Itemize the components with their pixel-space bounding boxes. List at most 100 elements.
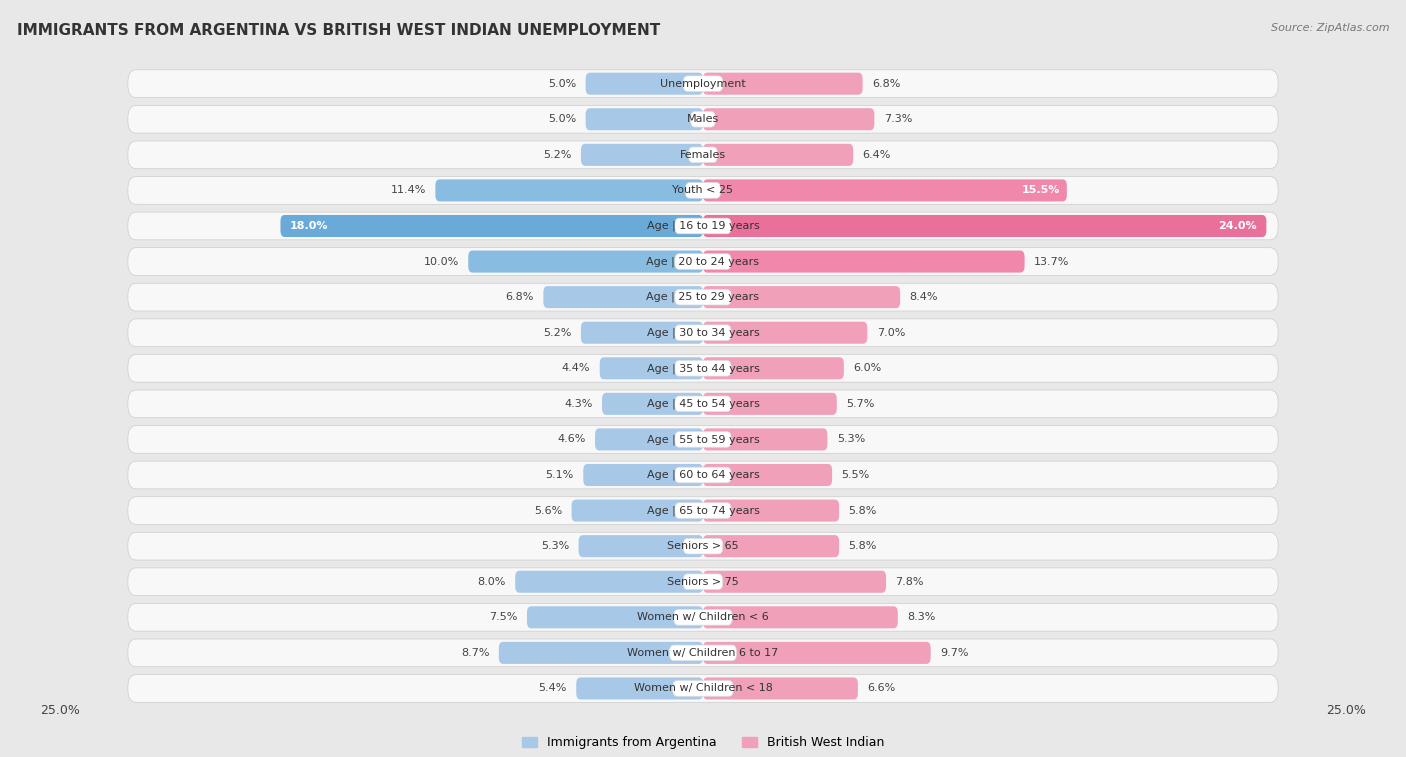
- Text: 8.3%: 8.3%: [907, 612, 935, 622]
- Text: 5.3%: 5.3%: [837, 435, 865, 444]
- FancyBboxPatch shape: [703, 357, 844, 379]
- Text: IMMIGRANTS FROM ARGENTINA VS BRITISH WEST INDIAN UNEMPLOYMENT: IMMIGRANTS FROM ARGENTINA VS BRITISH WES…: [17, 23, 661, 38]
- Text: 25.0%: 25.0%: [1326, 704, 1367, 717]
- Text: Age | 35 to 44 years: Age | 35 to 44 years: [647, 363, 759, 373]
- FancyBboxPatch shape: [675, 325, 731, 341]
- Text: Age | 65 to 74 years: Age | 65 to 74 years: [647, 506, 759, 516]
- Text: 7.0%: 7.0%: [877, 328, 905, 338]
- Text: 7.8%: 7.8%: [896, 577, 924, 587]
- FancyBboxPatch shape: [128, 674, 1278, 702]
- FancyBboxPatch shape: [128, 603, 1278, 631]
- FancyBboxPatch shape: [703, 428, 827, 450]
- Text: 5.2%: 5.2%: [543, 328, 572, 338]
- FancyBboxPatch shape: [128, 425, 1278, 453]
- FancyBboxPatch shape: [703, 606, 898, 628]
- Text: 4.6%: 4.6%: [557, 435, 586, 444]
- FancyBboxPatch shape: [703, 500, 839, 522]
- FancyBboxPatch shape: [683, 538, 723, 554]
- Text: 5.8%: 5.8%: [849, 541, 877, 551]
- FancyBboxPatch shape: [675, 218, 731, 234]
- FancyBboxPatch shape: [128, 532, 1278, 560]
- Legend: Immigrants from Argentina, British West Indian: Immigrants from Argentina, British West …: [517, 731, 889, 754]
- FancyBboxPatch shape: [128, 354, 1278, 382]
- FancyBboxPatch shape: [703, 393, 837, 415]
- FancyBboxPatch shape: [436, 179, 703, 201]
- FancyBboxPatch shape: [683, 76, 723, 92]
- Text: 9.7%: 9.7%: [941, 648, 969, 658]
- Text: 6.4%: 6.4%: [863, 150, 891, 160]
- FancyBboxPatch shape: [675, 467, 731, 483]
- Text: 6.8%: 6.8%: [506, 292, 534, 302]
- Text: 5.2%: 5.2%: [543, 150, 572, 160]
- Text: 5.0%: 5.0%: [548, 114, 576, 124]
- Text: Women w/ Children 6 to 17: Women w/ Children 6 to 17: [627, 648, 779, 658]
- Text: 5.3%: 5.3%: [541, 541, 569, 551]
- FancyBboxPatch shape: [703, 535, 839, 557]
- FancyBboxPatch shape: [683, 574, 723, 590]
- FancyBboxPatch shape: [468, 251, 703, 273]
- FancyBboxPatch shape: [703, 179, 1067, 201]
- FancyBboxPatch shape: [579, 535, 703, 557]
- FancyBboxPatch shape: [703, 73, 863, 95]
- Text: 15.5%: 15.5%: [1021, 185, 1060, 195]
- FancyBboxPatch shape: [689, 147, 717, 163]
- Text: 4.3%: 4.3%: [564, 399, 593, 409]
- FancyBboxPatch shape: [675, 396, 731, 412]
- Text: Seniors > 65: Seniors > 65: [668, 541, 738, 551]
- FancyBboxPatch shape: [703, 251, 1025, 273]
- Text: 7.5%: 7.5%: [489, 612, 517, 622]
- Text: Youth < 25: Youth < 25: [672, 185, 734, 195]
- FancyBboxPatch shape: [675, 289, 731, 305]
- FancyBboxPatch shape: [128, 319, 1278, 347]
- Text: Age | 16 to 19 years: Age | 16 to 19 years: [647, 221, 759, 231]
- Text: 6.0%: 6.0%: [853, 363, 882, 373]
- Text: 11.4%: 11.4%: [391, 185, 426, 195]
- Text: 8.0%: 8.0%: [478, 577, 506, 587]
- FancyBboxPatch shape: [703, 571, 886, 593]
- FancyBboxPatch shape: [128, 497, 1278, 525]
- FancyBboxPatch shape: [669, 645, 737, 661]
- FancyBboxPatch shape: [581, 144, 703, 166]
- Text: 10.0%: 10.0%: [423, 257, 458, 266]
- FancyBboxPatch shape: [576, 678, 703, 699]
- FancyBboxPatch shape: [128, 248, 1278, 276]
- FancyBboxPatch shape: [703, 464, 832, 486]
- FancyBboxPatch shape: [595, 428, 703, 450]
- FancyBboxPatch shape: [703, 144, 853, 166]
- FancyBboxPatch shape: [128, 390, 1278, 418]
- Text: 13.7%: 13.7%: [1033, 257, 1070, 266]
- Text: 5.6%: 5.6%: [534, 506, 562, 516]
- FancyBboxPatch shape: [703, 678, 858, 699]
- FancyBboxPatch shape: [675, 360, 731, 376]
- Text: Females: Females: [681, 150, 725, 160]
- Text: 7.3%: 7.3%: [884, 114, 912, 124]
- Text: 6.6%: 6.6%: [868, 684, 896, 693]
- Text: Age | 55 to 59 years: Age | 55 to 59 years: [647, 435, 759, 444]
- FancyBboxPatch shape: [128, 141, 1278, 169]
- FancyBboxPatch shape: [703, 108, 875, 130]
- FancyBboxPatch shape: [128, 283, 1278, 311]
- Text: Women w/ Children < 6: Women w/ Children < 6: [637, 612, 769, 622]
- Text: 5.7%: 5.7%: [846, 399, 875, 409]
- Text: 6.8%: 6.8%: [872, 79, 900, 89]
- Text: Source: ZipAtlas.com: Source: ZipAtlas.com: [1271, 23, 1389, 33]
- FancyBboxPatch shape: [128, 461, 1278, 489]
- FancyBboxPatch shape: [602, 393, 703, 415]
- FancyBboxPatch shape: [581, 322, 703, 344]
- FancyBboxPatch shape: [128, 176, 1278, 204]
- FancyBboxPatch shape: [690, 111, 716, 127]
- Text: Males: Males: [688, 114, 718, 124]
- Text: Age | 60 to 64 years: Age | 60 to 64 years: [647, 470, 759, 480]
- FancyBboxPatch shape: [703, 215, 1267, 237]
- FancyBboxPatch shape: [280, 215, 703, 237]
- Text: 5.8%: 5.8%: [849, 506, 877, 516]
- FancyBboxPatch shape: [703, 642, 931, 664]
- FancyBboxPatch shape: [128, 70, 1278, 98]
- Text: Age | 25 to 29 years: Age | 25 to 29 years: [647, 292, 759, 302]
- FancyBboxPatch shape: [128, 105, 1278, 133]
- FancyBboxPatch shape: [685, 182, 721, 198]
- FancyBboxPatch shape: [128, 568, 1278, 596]
- Text: Age | 45 to 54 years: Age | 45 to 54 years: [647, 399, 759, 409]
- FancyBboxPatch shape: [586, 73, 703, 95]
- Text: Age | 30 to 34 years: Age | 30 to 34 years: [647, 328, 759, 338]
